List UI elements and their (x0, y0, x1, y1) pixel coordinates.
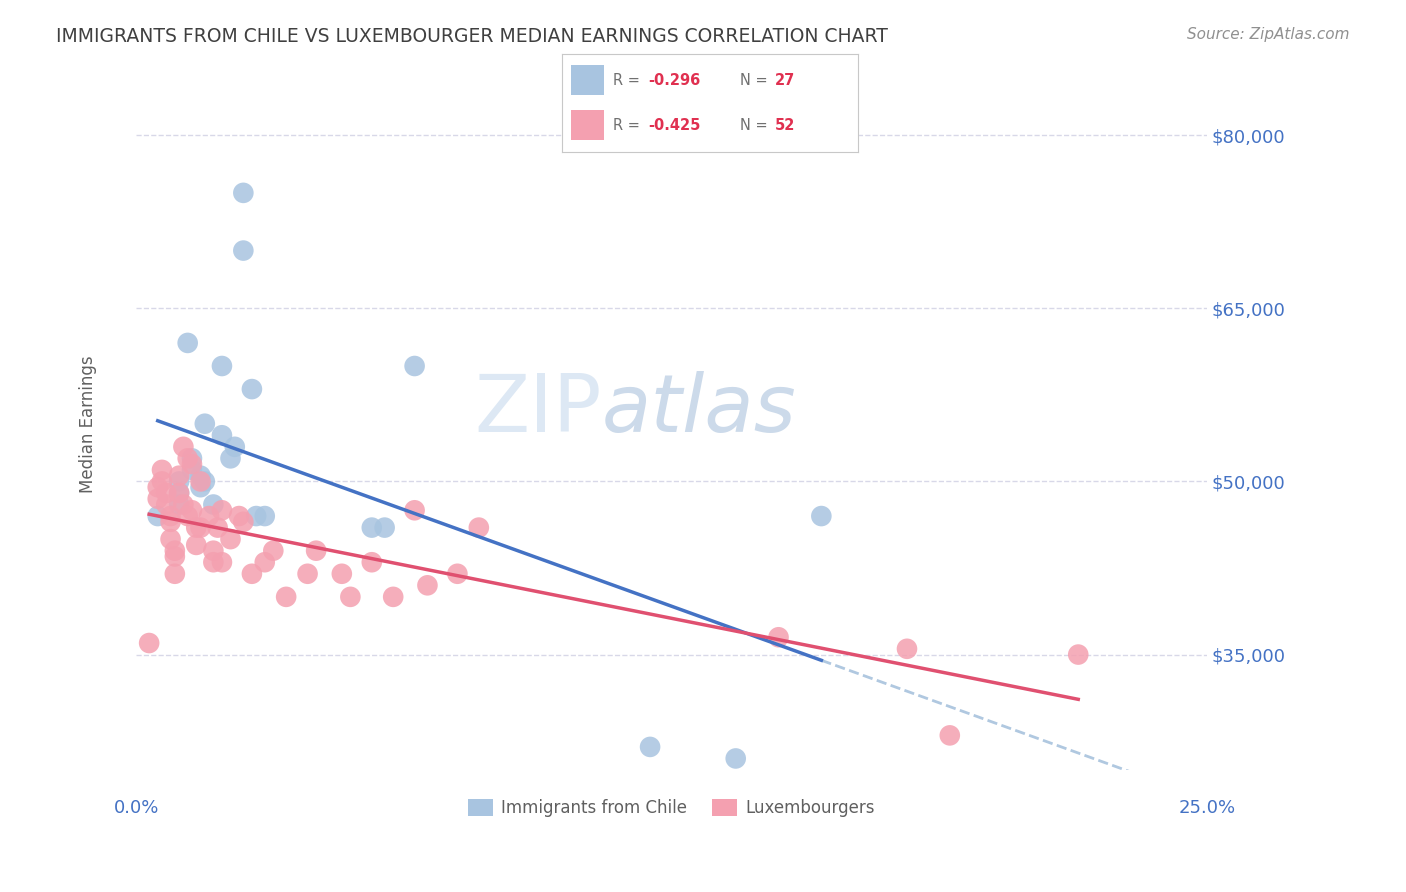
Point (211, 428, 233, 442)
Point (163, 549, 186, 564)
Text: 27: 27 (775, 72, 796, 87)
Point (330, 566, 353, 581)
Text: ZIP: ZIP (475, 371, 602, 449)
Point (211, 503, 233, 517)
Point (155, 486, 177, 500)
Point (297, 566, 319, 581)
Text: Source: ZipAtlas.com: Source: ZipAtlas.com (1187, 27, 1350, 42)
Point (138, 636, 160, 650)
Text: 25.0%: 25.0% (1178, 799, 1236, 817)
Point (939, 728, 962, 742)
Point (339, 590, 361, 604)
Point (404, 359, 426, 373)
Point (194, 417, 217, 431)
Point (245, 509, 267, 524)
Point (172, 498, 194, 512)
Point (253, 509, 276, 524)
Point (207, 520, 229, 534)
Text: R =: R = (613, 72, 644, 87)
Text: N =: N = (740, 118, 772, 133)
FancyBboxPatch shape (571, 65, 603, 95)
Text: N =: N = (740, 72, 772, 87)
Point (1067, 648, 1090, 662)
Point (198, 509, 221, 524)
Point (146, 491, 169, 506)
Point (219, 451, 242, 466)
Point (194, 475, 217, 489)
Point (810, 509, 832, 524)
Point (186, 520, 208, 534)
Point (768, 630, 790, 644)
Point (150, 475, 173, 489)
Point (724, 751, 747, 765)
Text: 0.0%: 0.0% (114, 799, 159, 817)
Point (382, 590, 405, 604)
Point (167, 468, 190, 483)
Point (468, 520, 491, 534)
Point (360, 555, 382, 569)
Point (219, 532, 242, 546)
Point (276, 590, 298, 604)
Text: 52: 52 (775, 118, 796, 133)
Point (262, 543, 284, 558)
Point (167, 486, 190, 500)
Point (181, 463, 204, 477)
Point (155, 498, 177, 512)
Point (190, 520, 212, 534)
Point (202, 498, 225, 512)
Point (181, 457, 204, 471)
Point (186, 538, 208, 552)
Point (404, 503, 426, 517)
Point (360, 520, 382, 534)
Point (176, 509, 198, 524)
Point (224, 440, 246, 454)
Point (163, 566, 186, 581)
Point (240, 566, 263, 581)
Point (190, 480, 212, 494)
Point (211, 359, 233, 373)
Point (167, 486, 190, 500)
Point (240, 382, 263, 396)
Point (232, 515, 254, 529)
Point (232, 244, 254, 258)
Point (446, 566, 468, 581)
Point (150, 463, 173, 477)
Point (202, 543, 225, 558)
Point (181, 503, 204, 517)
Point (176, 335, 198, 350)
Text: R =: R = (613, 118, 644, 133)
Text: atlas: atlas (602, 371, 797, 449)
Text: Median Earnings: Median Earnings (79, 355, 97, 492)
Point (167, 498, 190, 512)
Text: -0.296: -0.296 (648, 72, 700, 87)
Text: -0.425: -0.425 (648, 118, 700, 133)
Point (211, 555, 233, 569)
Point (253, 555, 276, 569)
Point (638, 739, 661, 754)
Point (167, 475, 190, 489)
Point (159, 509, 181, 524)
FancyBboxPatch shape (571, 111, 603, 140)
Point (305, 543, 328, 558)
Point (159, 532, 181, 546)
Point (896, 641, 918, 656)
Legend: Immigrants from Chile, Luxembourgers: Immigrants from Chile, Luxembourgers (461, 792, 882, 824)
Point (159, 515, 181, 529)
Point (181, 451, 204, 466)
Point (190, 468, 212, 483)
Point (232, 186, 254, 200)
Point (172, 440, 194, 454)
Point (163, 543, 186, 558)
Text: IMMIGRANTS FROM CHILE VS LUXEMBOURGER MEDIAN EARNINGS CORRELATION CHART: IMMIGRANTS FROM CHILE VS LUXEMBOURGER ME… (56, 27, 889, 45)
Point (146, 509, 169, 524)
Point (374, 520, 396, 534)
Point (228, 509, 250, 524)
Point (416, 578, 439, 592)
Point (202, 555, 225, 569)
Point (190, 475, 212, 489)
Point (176, 451, 198, 466)
Point (146, 480, 169, 494)
